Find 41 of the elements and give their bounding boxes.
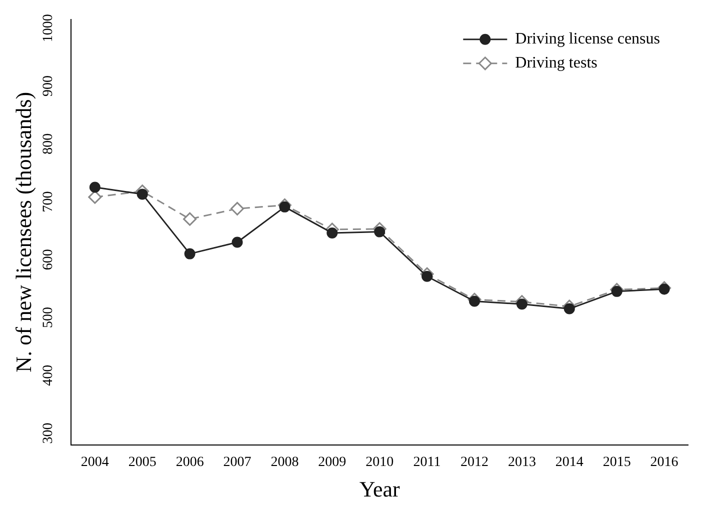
y-tick-label: 300 [40, 422, 56, 444]
point [184, 248, 196, 260]
point [89, 182, 100, 193]
legend-label: Driving license census [515, 30, 660, 48]
x-tick-label: 2012 [460, 454, 488, 470]
point [564, 303, 575, 314]
y-tick-label: 500 [40, 306, 56, 328]
x-axis-title: Year [359, 476, 401, 502]
x-tick-label: 2013 [508, 454, 536, 470]
y-axis-title: N. of new licensees (thousands) [10, 92, 36, 372]
point [658, 284, 670, 295]
x-tick-label: 2004 [80, 454, 109, 470]
x-tick-label: 2008 [270, 454, 299, 470]
point [326, 227, 338, 238]
point [232, 236, 243, 248]
y-tick-label: 800 [40, 133, 56, 154]
x-tick-label: 2007 [223, 454, 252, 470]
point [516, 298, 528, 310]
x-tick-label: 2006 [176, 454, 204, 470]
point [468, 296, 480, 307]
point [230, 202, 244, 216]
y-tick-label: 600 [40, 249, 56, 270]
x-tick-label: 2015 [602, 454, 631, 470]
x-tick-label: 2016 [650, 454, 678, 470]
y-tick-label: 900 [40, 75, 56, 96]
point [279, 201, 290, 212]
x-tick-label: 2009 [318, 454, 346, 470]
y-tick-label: 400 [40, 364, 56, 386]
x-tick-label: 2005 [128, 454, 156, 470]
x-tick-label: 2011 [413, 454, 441, 470]
point [422, 270, 433, 282]
x-tick-label: 2014 [555, 454, 584, 470]
y-tick-label: 700 [40, 191, 56, 212]
point [183, 212, 197, 226]
x-tick-label: 2010 [366, 454, 394, 470]
point [136, 188, 148, 200]
legend-label: Driving tests [515, 54, 598, 72]
point [88, 190, 102, 204]
point [611, 286, 622, 297]
point [374, 226, 386, 238]
y-tick-label: 1000 [40, 14, 56, 42]
